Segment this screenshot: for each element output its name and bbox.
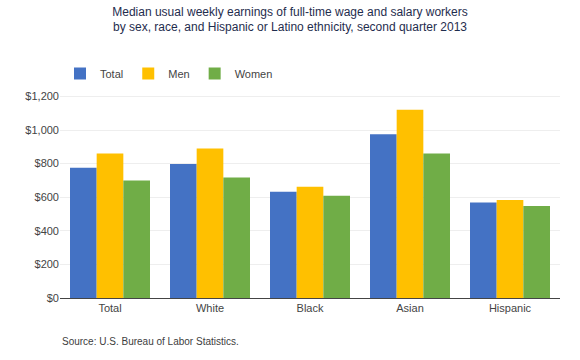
svg-text:Women: Women <box>235 68 273 80</box>
svg-text:$1,200: $1,200 <box>25 90 59 102</box>
svg-text:White: White <box>196 302 224 314</box>
svg-text:$800: $800 <box>35 157 59 169</box>
svg-text:Source: U.S. Bureau of Labor S: Source: U.S. Bureau of Labor Statistics. <box>62 336 239 347</box>
svg-text:Men: Men <box>168 68 189 80</box>
svg-text:Asian: Asian <box>396 302 424 314</box>
svg-text:Hispanic: Hispanic <box>489 302 532 314</box>
svg-text:$1,000: $1,000 <box>25 124 59 136</box>
svg-text:$200: $200 <box>35 258 59 270</box>
svg-text:$0: $0 <box>47 292 59 304</box>
svg-text:Total: Total <box>100 68 123 80</box>
svg-text:$600: $600 <box>35 191 59 203</box>
svg-text:$400: $400 <box>35 225 59 237</box>
svg-text:Median usual weekly earnings o: Median usual weekly earnings of full-tim… <box>112 5 468 35</box>
svg-text:Black: Black <box>297 302 324 314</box>
svg-text:Total: Total <box>98 302 121 314</box>
